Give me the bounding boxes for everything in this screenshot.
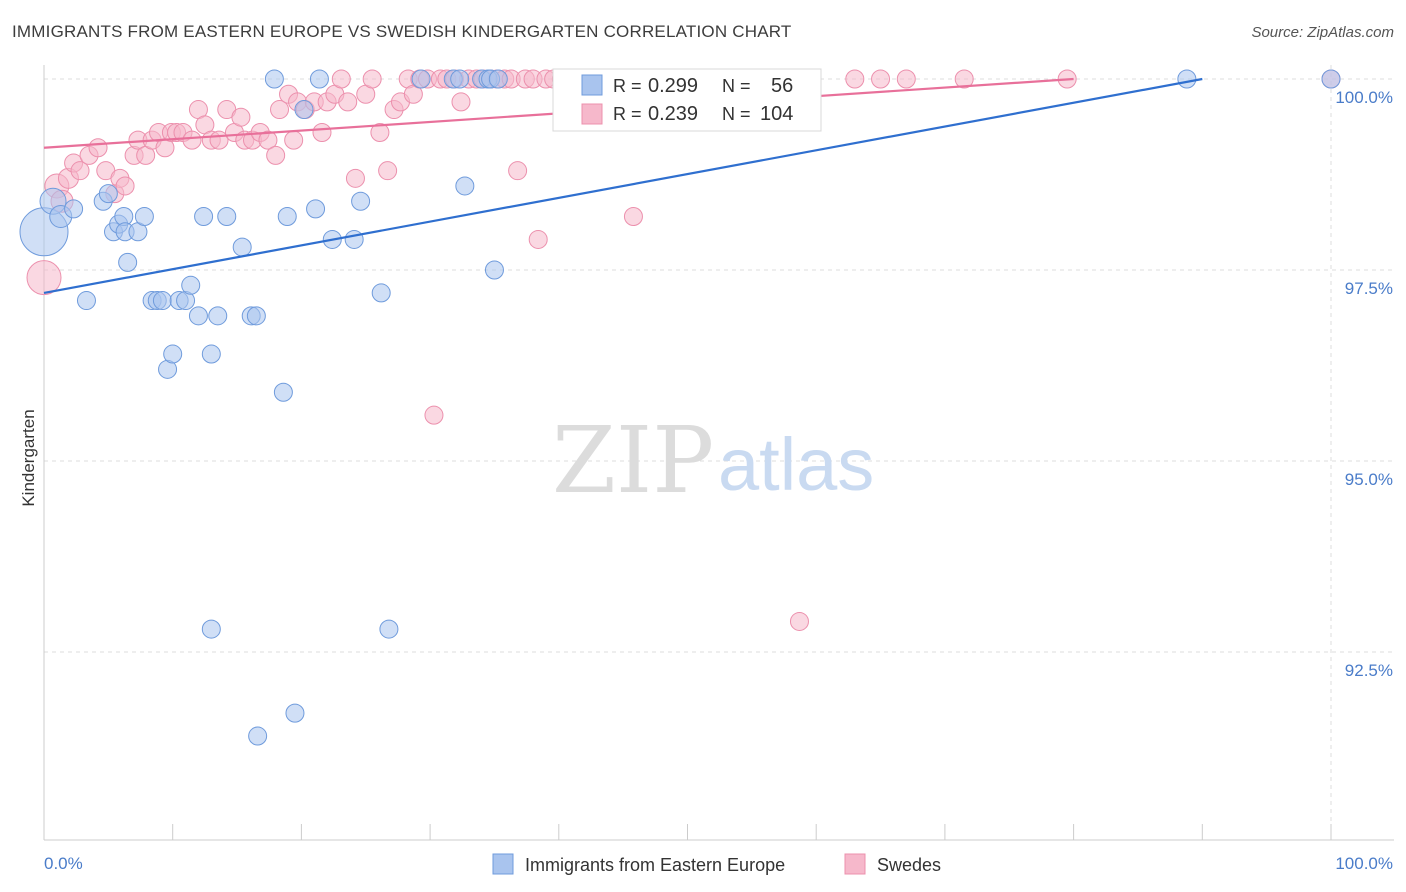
legend-r-label-pink: R =	[613, 104, 642, 124]
legend-n-value-pink: 104	[760, 103, 793, 125]
point-eastern-europe	[208, 306, 228, 326]
point-swedes	[508, 161, 528, 181]
point-eastern-europe	[201, 344, 221, 364]
legend-n-label-pink: N =	[722, 104, 751, 124]
legend-label-swedes: Swedes	[877, 855, 941, 875]
point-swedes	[270, 100, 290, 120]
point-eastern-europe	[232, 237, 252, 257]
point-swedes	[331, 69, 351, 89]
point-swedes	[954, 69, 974, 89]
legend-r-value-blue: 0.299	[648, 75, 698, 97]
series-legend: Immigrants from Eastern Europe Swedes	[492, 853, 941, 875]
watermark-atlas: atlas	[718, 423, 874, 506]
point-eastern-europe	[351, 191, 371, 211]
legend-swatch-pink	[581, 103, 603, 125]
point-eastern-europe	[201, 619, 221, 639]
point-swedes	[845, 69, 865, 89]
legend-r-label-blue: R =	[613, 76, 642, 96]
point-swedes	[115, 176, 135, 196]
point-eastern-europe	[64, 199, 84, 219]
point-swedes	[370, 122, 390, 142]
point-eastern-europe	[264, 69, 284, 89]
point-swedes	[528, 229, 548, 249]
point-swedes	[362, 69, 382, 89]
point-eastern-europe	[309, 69, 329, 89]
point-eastern-europe	[163, 344, 183, 364]
point-swedes	[896, 69, 916, 89]
point-eastern-europe	[411, 69, 431, 89]
point-swedes	[26, 260, 62, 296]
legend-label-eastern-europe: Immigrants from Eastern Europe	[525, 855, 785, 875]
point-eastern-europe	[285, 703, 305, 723]
chart-title: IMMIGRANTS FROM EASTERN EUROPE VS SWEDIS…	[12, 22, 792, 41]
series-eastern-europe-points	[19, 69, 1341, 746]
point-eastern-europe	[455, 176, 475, 196]
legend-n-label-blue: N =	[722, 76, 751, 96]
point-swedes	[338, 92, 358, 112]
watermark-zip: ZIP	[552, 407, 714, 514]
point-eastern-europe	[488, 69, 508, 89]
point-eastern-europe	[294, 100, 314, 120]
point-swedes	[871, 69, 891, 89]
x-tick-label-min: 0.0%	[44, 854, 83, 873]
point-eastern-europe	[1177, 69, 1197, 89]
point-eastern-europe	[371, 283, 391, 303]
point-swedes	[88, 138, 108, 158]
point-swedes	[182, 130, 202, 150]
point-swedes	[70, 161, 90, 181]
y-tick-label: 100.0%	[1335, 88, 1393, 107]
source-label: Source: ZipAtlas.com	[1251, 24, 1394, 41]
point-eastern-europe	[98, 184, 118, 204]
point-eastern-europe	[181, 275, 201, 295]
tick-labels: 92.5% 95.0% 97.5% 100.0% 0.0% 100.0%	[44, 88, 1393, 873]
trend-line-eastern-europe	[43, 77, 1203, 295]
series-swedes-points	[26, 69, 1341, 631]
y-tick-label: 92.5%	[1345, 661, 1393, 680]
point-eastern-europe	[344, 229, 364, 249]
point-swedes	[424, 405, 444, 425]
point-eastern-europe	[217, 207, 237, 227]
point-eastern-europe	[246, 306, 266, 326]
point-eastern-europe	[76, 291, 96, 311]
y-tick-label: 97.5%	[1345, 279, 1393, 298]
point-swedes	[451, 92, 471, 112]
y-axis-title: Kindergarten	[19, 409, 38, 506]
legend-n-value-blue: 56	[771, 75, 793, 97]
legend-swatch-blue	[581, 74, 603, 96]
point-swedes	[378, 161, 398, 181]
legend-swatch-swedes	[844, 853, 866, 875]
point-eastern-europe	[118, 252, 138, 272]
point-eastern-europe	[379, 619, 399, 639]
point-swedes	[345, 168, 365, 188]
point-swedes	[266, 145, 286, 165]
point-swedes	[231, 107, 251, 127]
y-tick-label: 95.0%	[1345, 470, 1393, 489]
point-swedes	[623, 207, 643, 227]
point-eastern-europe	[484, 260, 504, 280]
legend-swatch-eastern-europe	[492, 853, 514, 875]
point-eastern-europe	[188, 306, 208, 326]
point-eastern-europe	[248, 726, 268, 746]
legend-r-value-pink: 0.239	[648, 103, 698, 125]
x-tick-label-max: 100.0%	[1335, 854, 1393, 873]
point-eastern-europe	[273, 382, 293, 402]
point-swedes	[284, 130, 304, 150]
point-eastern-europe	[134, 207, 154, 227]
point-eastern-europe	[277, 207, 297, 227]
point-eastern-europe	[306, 199, 326, 219]
point-eastern-europe	[194, 207, 214, 227]
point-swedes	[789, 611, 809, 631]
stats-legend: R = 0.299 N = 56 R = 0.239 N = 104	[552, 68, 822, 132]
point-swedes	[312, 122, 332, 142]
point-eastern-europe	[450, 69, 470, 89]
point-swedes	[258, 130, 278, 150]
point-eastern-europe	[1321, 69, 1341, 89]
point-eastern-europe	[152, 291, 172, 311]
